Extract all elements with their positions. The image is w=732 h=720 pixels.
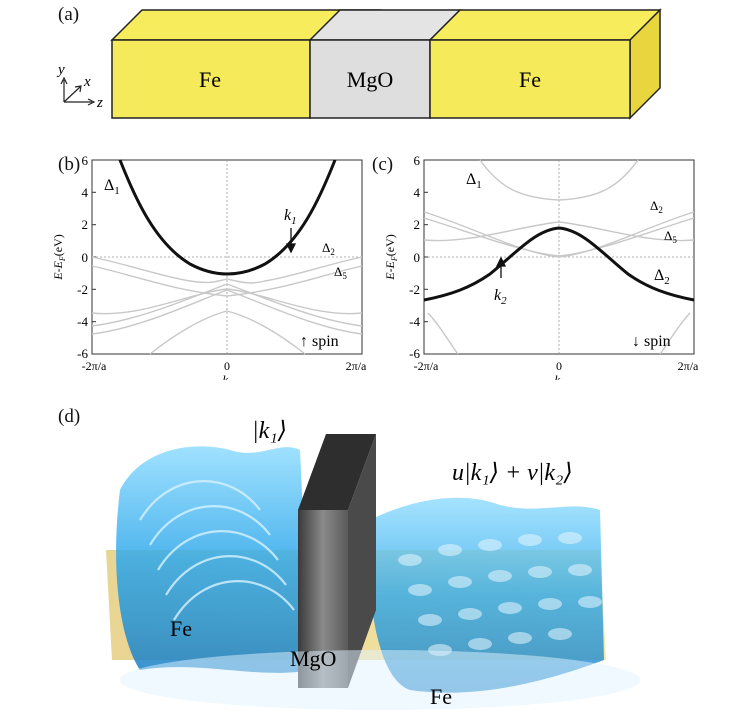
ytick-label: -6: [77, 346, 88, 361]
axis-x-label: x: [83, 74, 91, 90]
band-delta5-light: [91, 283, 363, 327]
ytick-label: 0: [414, 250, 421, 265]
band-delta1-light: [479, 159, 639, 201]
ytick-label: 2: [414, 217, 421, 232]
ytick-label: 4: [414, 185, 421, 200]
panel-c-label: (c): [372, 154, 394, 175]
fe-right-front-face: [429, 39, 631, 119]
band-label-delta1: Δ1: [104, 177, 120, 197]
left-wave-ripples: [139, 480, 295, 621]
light-bands: [423, 159, 695, 355]
band-label-delta5: Δ5: [664, 228, 677, 245]
panel-a-label: (a): [58, 4, 80, 25]
panel-b-label: (b): [58, 154, 81, 175]
band-delta5-light: [423, 211, 695, 258]
band-bottom-light: [149, 310, 306, 355]
ytick-label: 6: [414, 153, 421, 168]
coordinate-axes-icon: [60, 76, 96, 106]
band-label-delta2-lower: Δ2: [654, 267, 670, 287]
xtick-label: 0: [224, 359, 230, 373]
k2-arrow-icon: [495, 256, 507, 278]
band-delta2-bold: [423, 226, 695, 302]
fe-left-label: Fe: [170, 616, 192, 641]
band-delta2-light: [423, 221, 695, 242]
band-delta2-light: [91, 256, 363, 284]
mgo-label: MgO: [290, 646, 336, 671]
band-delta5-light: [91, 289, 363, 335]
band-low-light: [659, 312, 691, 355]
ytick-label: -4: [77, 314, 88, 329]
panel-d-wave-illustration: |k₁⟩ u|k₁⟩ + v|k₂⟩ Fe MgO Fe: [106, 418, 640, 710]
axis-y-label: y: [56, 62, 65, 78]
k2-label: k2: [494, 287, 507, 307]
panel-b-band-chart: 6 4 2 0 -2 -4 -6 -2π/a 0 2π/a kz E-EF(eV…: [51, 153, 367, 380]
x-axis-label: kz: [222, 372, 232, 380]
panel-c-band-chart: 6 4 2 0 -2 -4 -6 -2π/a 0 2π/a kz E-EF(eV…: [383, 153, 699, 380]
panel-a-slab-diagram: Fe MgO Fe y x z: [56, 8, 662, 120]
xtick-label: 0: [556, 359, 562, 373]
ytick-label: -2: [77, 282, 88, 297]
band-delta5-light: [423, 217, 695, 257]
fe-left-label: Fe: [199, 67, 221, 92]
ket-right-label: u|k₁⟩ + v|k₂⟩: [452, 460, 573, 486]
ytick-label: 2: [82, 217, 89, 232]
light-bands: [91, 256, 363, 355]
ytick-label: 4: [82, 185, 89, 200]
band-label-delta1: Δ1: [466, 171, 482, 191]
axis-z-label: z: [96, 95, 103, 111]
xtick-label: -2π/a: [82, 359, 107, 373]
fe-left-front-face: [111, 39, 311, 119]
fe-right-top-face: [428, 9, 662, 41]
xtick-label: -2π/a: [414, 359, 439, 373]
ytick-label: 6: [82, 153, 89, 168]
mgo-label: MgO: [347, 67, 393, 92]
fe-right-label: Fe: [430, 684, 452, 709]
ytick-label: -2: [409, 282, 420, 297]
band-delta1-bold: [118, 159, 337, 276]
fe-right-label: Fe: [519, 67, 541, 92]
panel-d-label: (d): [58, 406, 81, 427]
left-wave-sheet: [116, 446, 310, 673]
spin-up-label: ↑ spin: [300, 333, 339, 350]
band-label-delta2: Δ2: [322, 240, 335, 257]
band-delta2-light: [91, 265, 363, 297]
ytick-labels: 6 4 2 0 -2 -4 -6: [77, 153, 88, 361]
ytick-label: -4: [409, 314, 420, 329]
band-label-delta2-upper: Δ2: [650, 198, 663, 215]
y-axis-label: E-EF(eV): [51, 234, 67, 281]
xtick-label: 2π/a: [346, 359, 367, 373]
k1-arrow-icon: [285, 228, 297, 254]
band-low-light: [427, 312, 459, 355]
right-wave-ripples: [398, 532, 602, 656]
spin-down-label: ↓ spin: [632, 333, 671, 350]
x-axis-label: kz: [554, 372, 564, 380]
ytick-label: 0: [82, 250, 89, 265]
band-label-delta5: Δ5: [334, 264, 347, 281]
mgo-barrier-side: [348, 434, 376, 688]
mgo-barrier-top: [298, 434, 376, 510]
k1-label: k1: [284, 207, 297, 227]
right-wave-sheet: [369, 497, 604, 693]
y-axis-label: E-EF(eV): [383, 234, 399, 281]
band-low-light: [91, 288, 363, 315]
ytick-label: -6: [409, 346, 420, 361]
ket-left-label: |k₁⟩: [252, 418, 287, 444]
ytick-marks: [424, 159, 428, 355]
xtick-label: 2π/a: [678, 359, 699, 373]
